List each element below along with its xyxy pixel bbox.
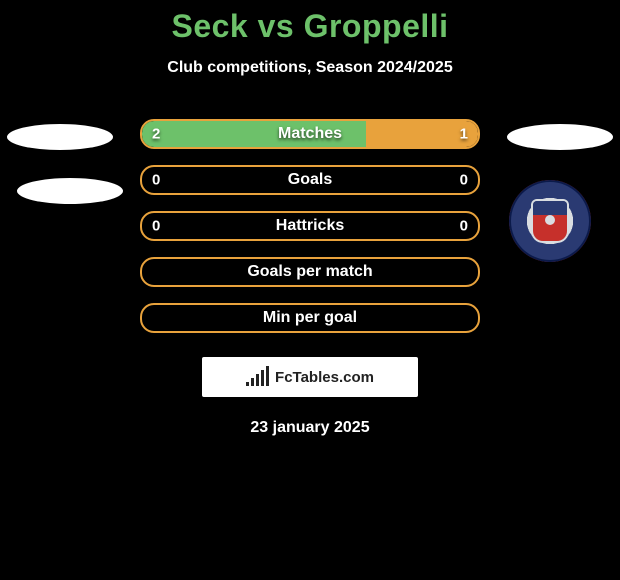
bar-icon [251,378,254,386]
stat-row: 0 0 Goals [140,165,480,195]
bar-chart-icon [246,368,269,386]
stat-value-right: 0 [460,172,468,189]
brand-badge: FcTables.com [202,357,418,397]
stat-value-left: 0 [152,218,160,235]
stat-row: 2 1 Matches [140,119,480,149]
bar-icon [261,370,264,386]
stat-value-right: 1 [460,126,468,143]
bar-icon [256,374,259,386]
player-left-avatar-1 [7,124,113,150]
date-text: 23 january 2025 [0,419,620,437]
stat-label: Min per goal [263,309,357,327]
shield-icon [533,201,567,241]
stat-label: Goals [288,171,332,189]
stat-label: Hattricks [276,217,344,235]
stat-value-left: 2 [152,126,160,143]
stat-row: Goals per match [140,257,480,287]
player-left-avatar-2 [17,178,123,204]
stat-value-right: 0 [460,218,468,235]
stat-row: 0 0 Hattricks [140,211,480,241]
stat-row: Min per goal [140,303,480,333]
stat-label: Goals per match [247,263,372,281]
bar-icon [246,382,249,386]
page-subtitle: Club competitions, Season 2024/2025 [0,59,620,77]
stat-value-left: 0 [152,172,160,189]
stat-label: Matches [278,125,342,143]
page-title: Seck vs Groppelli [0,8,620,45]
player-right-avatar [507,124,613,150]
comparison-infographic: Seck vs Groppelli Club competitions, Sea… [0,0,620,437]
club-crest-icon [509,180,591,262]
bar-icon [266,366,269,386]
brand-text: FcTables.com [275,369,374,386]
